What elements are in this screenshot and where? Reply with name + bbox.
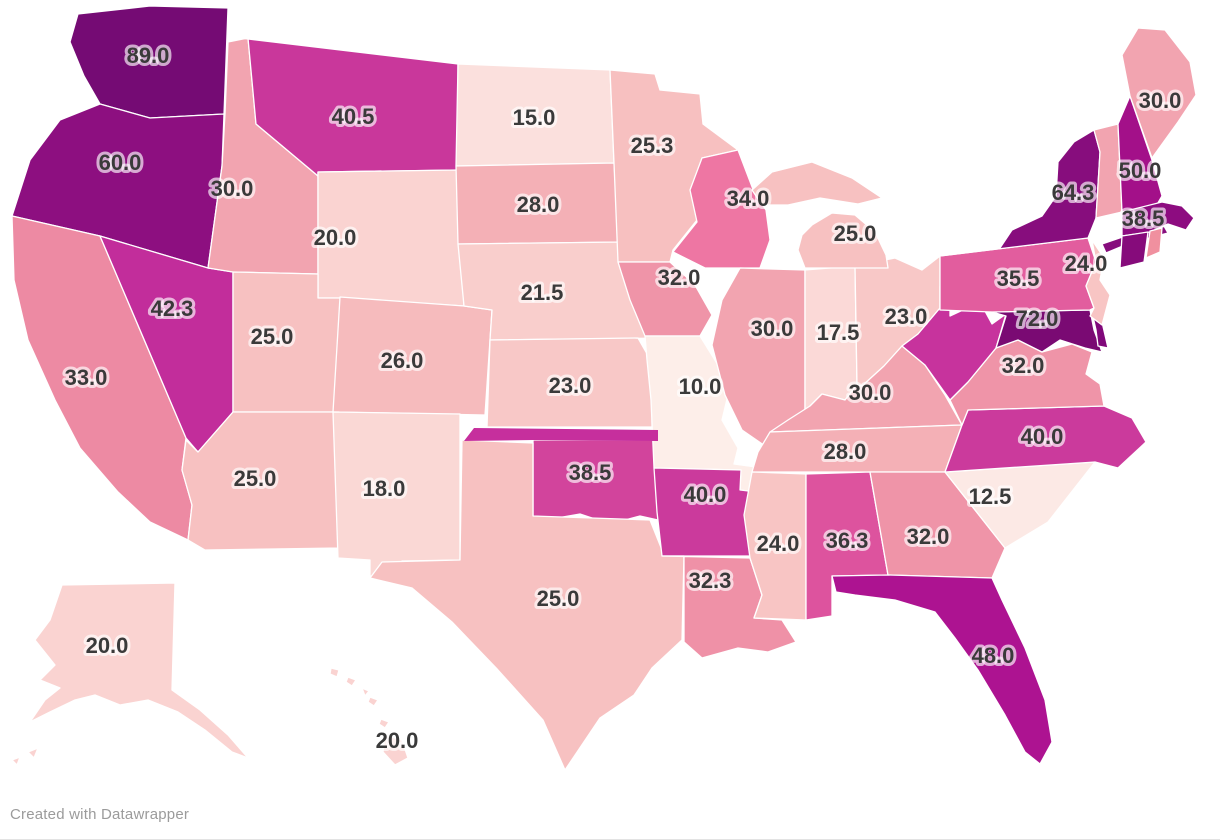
state-value-label: 28.0 [824, 439, 867, 464]
state-value-label: 21.5 [521, 280, 564, 305]
state-value-label: 26.0 [381, 348, 424, 373]
state-value-label: 25.0 [537, 586, 580, 611]
state-value-label: 10.0 [679, 374, 722, 399]
state-value-label: 48.0 [972, 643, 1015, 668]
state-texas[interactable] [369, 439, 685, 771]
state-value-label: 30.0 [849, 380, 892, 405]
map-svg: 89.0 60.0 33.0 42.3 30.0 40.5 20.0 25.0 25.0 18.0… [11, 5, 1197, 771]
state-alaska[interactable] [11, 582, 249, 766]
state-value-label: 40.5 [332, 104, 375, 129]
state-value-label: 35.5 [997, 266, 1040, 291]
state-value-label: 25.0 [234, 466, 277, 491]
state-value-label: 40.0 [1021, 424, 1064, 449]
state-value-label: 38.5 [1122, 206, 1165, 231]
state-value-label: 17.5 [817, 320, 860, 345]
state-value-label: 40.0 [684, 482, 727, 507]
state-value-label: 24.0 [757, 531, 800, 556]
state-value-label: 38.5 [569, 460, 612, 485]
state-value-label: 30.0 [211, 176, 254, 201]
attribution-prefix: Created with [10, 806, 101, 823]
state-colorado[interactable] [332, 296, 493, 416]
value-labels-layer: 89.0 60.0 33.0 42.3 30.0 40.5 20.0 25.0 25.0 18.0… [62, 40, 1185, 756]
us-choropleth-map: 89.0 60.0 33.0 42.3 30.0 40.5 20.0 25.0 25.0 18.0… [11, 5, 1197, 771]
state-value-label: 72.0 [1016, 306, 1059, 331]
state-value-label: 50.0 [1119, 158, 1162, 183]
state-value-label: 23.0 [885, 304, 928, 329]
state-vermont[interactable] [1093, 123, 1123, 219]
state-rhode-island[interactable] [1145, 227, 1163, 259]
state-value-label: 64.3 [1052, 180, 1095, 205]
state-michigan[interactable] [751, 161, 889, 269]
state-iowa[interactable] [617, 261, 713, 337]
state-value-label: 32.3 [689, 568, 732, 593]
state-value-label: 24.0 [1065, 251, 1108, 276]
state-value-label: 30.0 [1139, 88, 1182, 113]
state-value-label: 34.0 [727, 186, 770, 211]
state-florida[interactable] [831, 574, 1053, 765]
state-value-label: 30.0 [751, 316, 794, 341]
state-value-label: 32.0 [907, 524, 950, 549]
state-value-label: 89.0 [127, 43, 170, 68]
state-value-label: 32.0 [658, 265, 701, 290]
state-value-label: 20.0 [376, 728, 419, 753]
attribution: Created with Datawrapper [10, 806, 189, 823]
state-value-label: 60.0 [99, 150, 142, 175]
datawrapper-link[interactable]: Datawrapper [100, 806, 190, 823]
state-value-label: 32.0 [1002, 353, 1045, 378]
state-value-label: 25.3 [631, 133, 674, 158]
ok-north-band-decoration [464, 428, 658, 441]
state-value-label: 33.0 [65, 365, 108, 390]
state-georgia[interactable] [869, 471, 1006, 579]
state-value-label: 42.3 [151, 296, 194, 321]
state-connecticut[interactable] [1119, 231, 1149, 269]
states-layer [11, 5, 1197, 771]
state-value-label: 25.0 [251, 324, 294, 349]
state-value-label: 20.0 [86, 633, 129, 658]
state-value-label: 12.5 [969, 484, 1012, 509]
state-kentucky[interactable] [769, 345, 963, 433]
state-value-label: 18.0 [363, 476, 406, 501]
state-maine[interactable] [1121, 27, 1197, 159]
state-new-jersey[interactable] [1085, 239, 1111, 326]
state-value-label: 25.0 [834, 221, 877, 246]
state-hawaii[interactable] [329, 667, 409, 766]
state-maryland[interactable] [991, 309, 1103, 353]
state-value-label: 20.0 [314, 225, 357, 250]
state-value-label: 36.3 [826, 528, 869, 553]
state-value-label: 28.0 [517, 192, 560, 217]
state-north-carolina[interactable] [944, 405, 1147, 473]
state-value-label: 15.0 [513, 105, 556, 130]
state-value-label: 23.0 [549, 373, 592, 398]
